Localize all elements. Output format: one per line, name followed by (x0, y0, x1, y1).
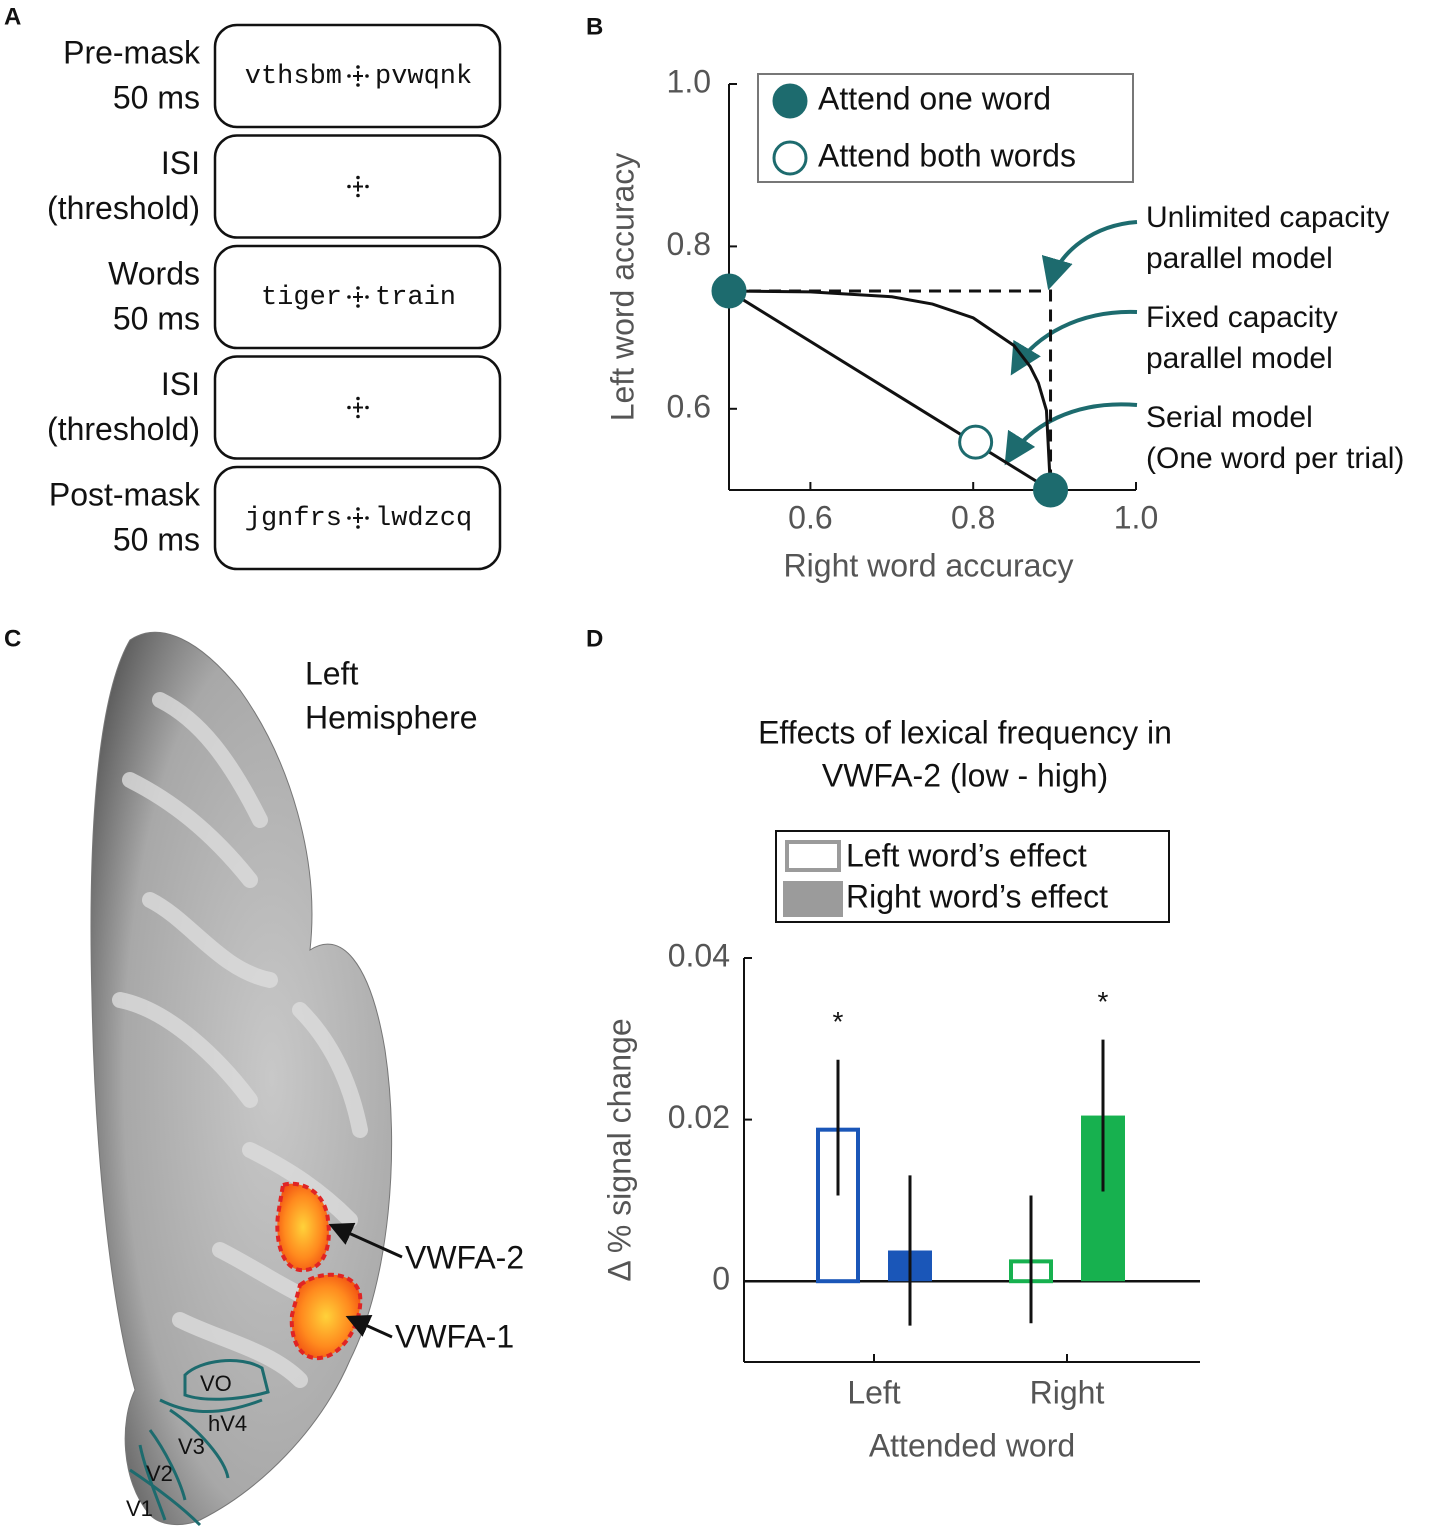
x-tick-label: 0.8 (951, 499, 995, 535)
fixation-dot (356, 83, 360, 87)
fixation-dot (356, 193, 360, 198)
legend-label: Left word’s effect (846, 837, 1087, 873)
area-label: V3 (178, 1434, 205, 1459)
model-annotation: parallel model (1146, 242, 1333, 275)
model-annotation: parallel model (1146, 342, 1333, 375)
model-line (729, 289, 1053, 490)
region-label: VWFA-1 (395, 1318, 514, 1354)
model-annotation: (One word per trial) (1146, 442, 1404, 475)
legend-label: Attend one word (818, 80, 1051, 116)
x-tick-label: Right (1030, 1374, 1105, 1410)
y-tick-label: 0.8 (667, 226, 711, 262)
panel-label: A (4, 3, 21, 30)
legend-label: Right word’s effect (846, 878, 1108, 914)
y-tick-label: 0.04 (668, 937, 730, 973)
fixation-dot (356, 65, 360, 69)
fixation-dot (347, 405, 351, 410)
hemisphere-label: Left (305, 655, 358, 691)
significance-marker: * (1098, 986, 1109, 1017)
legend-label: Attend both words (818, 137, 1076, 173)
arrow (328, 1222, 403, 1259)
legend-marker (772, 83, 808, 119)
x-axis-label: Attended word (869, 1427, 1075, 1463)
significance-marker: * (833, 1006, 844, 1037)
legend-marker (772, 140, 808, 176)
fixation-dot (356, 507, 360, 511)
fixation-dot (365, 74, 369, 78)
point (958, 424, 994, 460)
fixation-dot (365, 405, 369, 410)
fixation-dot (356, 396, 360, 401)
stimulus: tiger (261, 283, 342, 313)
fixation-dot (347, 516, 351, 520)
point (711, 273, 747, 309)
point (1033, 472, 1069, 508)
area-label: V2 (146, 1461, 173, 1486)
legend-swatch (785, 840, 841, 872)
annotation-arrow (1004, 402, 1138, 466)
panel-label: D (586, 625, 603, 652)
region-label: VWFA-2 (405, 1239, 524, 1275)
stimulus: vthsbm (245, 62, 342, 92)
model-annotation: Serial model (1146, 401, 1313, 434)
frame-label: Words (108, 255, 200, 291)
fixation-dot (347, 184, 351, 189)
area-label: VO (200, 1371, 232, 1396)
y-tick-label: 1.0 (667, 63, 711, 99)
panel-label: C (4, 625, 21, 652)
model-line (728, 289, 1052, 492)
fixation-dot (347, 295, 351, 299)
fixation-dot (356, 304, 360, 308)
frame-label: ISI (161, 145, 200, 181)
hemisphere-label: Hemisphere (305, 699, 478, 735)
annotation-arrow (1041, 220, 1138, 291)
frame-label: 50 ms (113, 521, 200, 557)
x-tick-label: 1.0 (1114, 499, 1158, 535)
frame-label: 50 ms (113, 79, 200, 115)
frame-label: Pre-mask (63, 34, 201, 70)
stimulus: lwdzcq (375, 504, 472, 534)
fixation-dot (356, 414, 360, 419)
x-axis-label: Right word accuracy (784, 547, 1074, 583)
fixation-dot (365, 184, 369, 189)
frame-label: Post-mask (49, 476, 201, 512)
legend-swatch (783, 881, 843, 917)
frame-label: 50 ms (113, 300, 200, 336)
fixation-dot (356, 286, 360, 290)
chart-title: VWFA-2 (low - high) (822, 757, 1108, 793)
annotation-arrow (1010, 309, 1138, 376)
model-annotation: Fixed capacity (1146, 301, 1338, 334)
y-axis-label: Δ % signal change (601, 1018, 637, 1281)
stimulus: jgnfrs (245, 504, 342, 534)
frame-label: ISI (161, 366, 200, 402)
panel-label: B (586, 13, 603, 40)
y-tick-label: 0.6 (667, 388, 711, 424)
chart-title: Effects of lexical frequency in (758, 714, 1172, 750)
y-axis-label: Left word accuracy (604, 153, 640, 422)
stimulus: train (375, 283, 456, 313)
fixation-dot (356, 525, 360, 529)
x-tick-label: 0.6 (788, 499, 832, 535)
model-line (728, 289, 1053, 491)
model-annotation: Unlimited capacity (1146, 201, 1389, 234)
brain-illustration (90, 631, 403, 1527)
y-tick-label: 0.02 (668, 1099, 730, 1135)
area-label: V1 (126, 1496, 153, 1521)
x-tick-label: Left (847, 1374, 900, 1410)
legend (757, 73, 1134, 183)
y-tick-label: 0 (712, 1261, 730, 1297)
arrow (345, 1314, 393, 1339)
stimulus: pvwqnk (375, 62, 472, 92)
frame-label: (threshold) (47, 190, 200, 226)
fixation-dot (365, 516, 369, 520)
fixation-dot (347, 74, 351, 78)
fixation-dot (356, 175, 360, 180)
fixation-dot (365, 295, 369, 299)
area-label: hV4 (208, 1411, 247, 1436)
frame-label: (threshold) (47, 411, 200, 447)
